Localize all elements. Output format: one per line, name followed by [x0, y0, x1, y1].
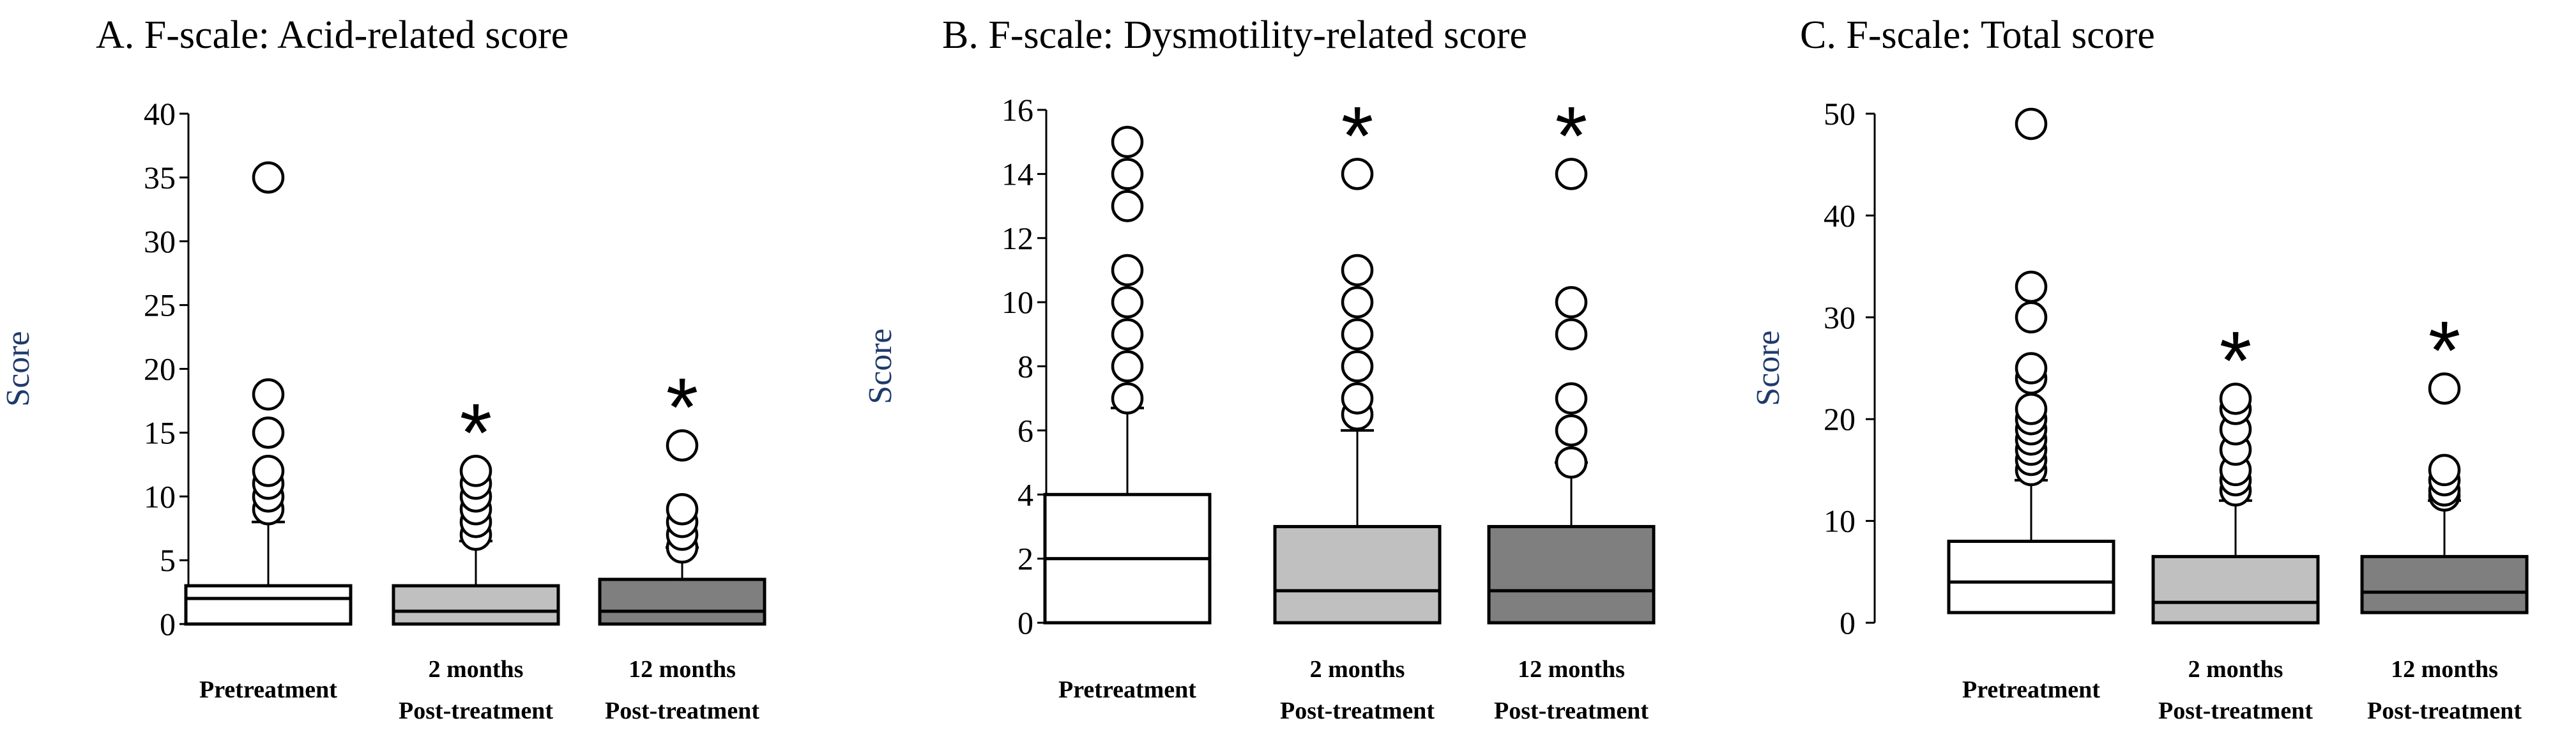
outlier-point: [2015, 270, 2048, 303]
outlier-point: [1111, 158, 1144, 190]
y-tick-label: 40: [144, 96, 176, 132]
significance-marker: *: [1555, 89, 1588, 182]
x-category-label: Pretreatment: [1058, 676, 1196, 703]
y-tick-label: 0: [160, 606, 176, 642]
outlier-point: [1341, 286, 1374, 319]
outlier-point: [252, 455, 285, 487]
y-tick-label: 0: [1017, 605, 1033, 641]
box: [1947, 539, 2115, 614]
outlier-point: [1111, 350, 1144, 383]
outlier-point: [1555, 158, 1588, 190]
y-tick-label: 20: [1824, 401, 1856, 437]
outlier-point: [252, 416, 285, 449]
box: [1273, 524, 1442, 625]
outlier-point: [1555, 318, 1588, 351]
chart-title: C. F-scale: Total score: [1800, 13, 2155, 57]
box: [598, 577, 766, 626]
box: [392, 584, 560, 626]
y-tick-label: 35: [144, 160, 176, 195]
significance-marker: *: [2220, 314, 2252, 407]
outlier-point: [666, 492, 699, 526]
y-tick-label: 14: [1002, 156, 1033, 192]
outlier-point: [1111, 286, 1144, 319]
y-tick-label: 12: [1002, 220, 1033, 256]
outlier-point: [2428, 453, 2461, 487]
x-category-label: Post-treatment: [1494, 697, 1649, 724]
outlier-point: [1341, 318, 1374, 351]
outlier-point: [459, 455, 492, 487]
outlier-point: [2015, 352, 2048, 385]
outlier-point: [1555, 446, 1588, 479]
y-tick-label: 15: [144, 415, 176, 450]
outlier-point: [1111, 125, 1144, 158]
significance-marker: *: [460, 386, 492, 479]
y-tick-label: 40: [1824, 197, 1856, 233]
y-tick-label: 0: [1840, 605, 1856, 641]
y-tick-label: 8: [1017, 349, 1033, 385]
chart-title: A. F-scale: Acid-related score: [96, 13, 568, 57]
outlier-point: [1341, 254, 1374, 287]
y-tick-label: 25: [144, 287, 176, 323]
y-tick-label: 50: [1824, 96, 1856, 132]
x-category-label: Pretreatment: [1962, 676, 2100, 703]
y-tick-label: 10: [1824, 503, 1856, 539]
y-tick-label: 6: [1017, 413, 1033, 448]
outlier-point: [1341, 350, 1374, 383]
outlier-point: [252, 161, 285, 194]
y-tick-label: 30: [144, 224, 176, 259]
x-category-label: Post-treatment: [605, 697, 759, 724]
outlier-point: [2015, 301, 2048, 334]
x-category-label: 2 months: [1310, 656, 1405, 683]
x-category-label: Pretreatment: [199, 676, 337, 703]
box: [2151, 554, 2320, 625]
significance-marker: *: [2428, 303, 2461, 397]
x-category-label: 12 months: [2391, 656, 2498, 683]
outlier-point: [1341, 158, 1374, 190]
x-category-label: Post-treatment: [1280, 697, 1435, 724]
y-tick-label: 5: [160, 542, 176, 578]
outlier-point: [2015, 393, 2048, 425]
box: [184, 584, 353, 626]
outlier-point: [1111, 318, 1144, 351]
chart-panel-2: B. F-scale: Dysmotility-related score Sco…: [862, 13, 1656, 724]
outlier-point: [2219, 383, 2252, 415]
outlier-point: [1555, 414, 1588, 447]
x-category-label: 2 months: [429, 656, 524, 683]
box: [1487, 524, 1656, 625]
outlier-point: [1341, 382, 1374, 415]
outlier-point: [1555, 382, 1588, 415]
significance-marker: *: [666, 360, 699, 453]
box: [2360, 554, 2529, 614]
y-tick-label: 16: [1002, 92, 1033, 128]
y-tick-label: 10: [1002, 284, 1033, 320]
significance-marker: *: [1341, 89, 1374, 182]
x-category-label: 2 months: [2188, 656, 2283, 683]
y-axis-label: Score: [0, 331, 36, 406]
y-tick-label: 10: [144, 478, 176, 514]
outlier-point: [1111, 254, 1144, 287]
x-category-label: 12 months: [1518, 656, 1625, 683]
y-tick-label: 4: [1017, 476, 1033, 512]
outlier-point: [1111, 382, 1144, 415]
y-tick-label: 20: [144, 351, 176, 387]
x-category-label: Post-treatment: [399, 697, 553, 724]
outlier-point: [666, 429, 699, 462]
outlier-point: [2428, 372, 2461, 405]
outlier-point: [252, 378, 285, 411]
chart-panel-3: C. F-scale: Total score Score 0 10 20 30 40 50 P…: [1750, 13, 2529, 724]
outlier-point: [1111, 190, 1144, 222]
outlier-point: [1555, 286, 1588, 319]
y-tick-label: 2: [1017, 541, 1033, 577]
y-axis-label: Score: [1750, 330, 1787, 406]
x-category-label: 12 months: [629, 656, 736, 683]
chart-panel-1: A. F-scale: Acid-related score Score 0 5 10 1…: [0, 13, 766, 724]
y-axis-label: Score: [862, 328, 899, 404]
outlier-point: [2015, 107, 2048, 141]
x-category-label: Post-treatment: [2158, 697, 2313, 724]
chart-title: B. F-scale: Dysmotility-related score: [942, 13, 1527, 57]
x-category-label: Post-treatment: [2367, 697, 2522, 724]
y-tick-label: 30: [1824, 300, 1856, 335]
